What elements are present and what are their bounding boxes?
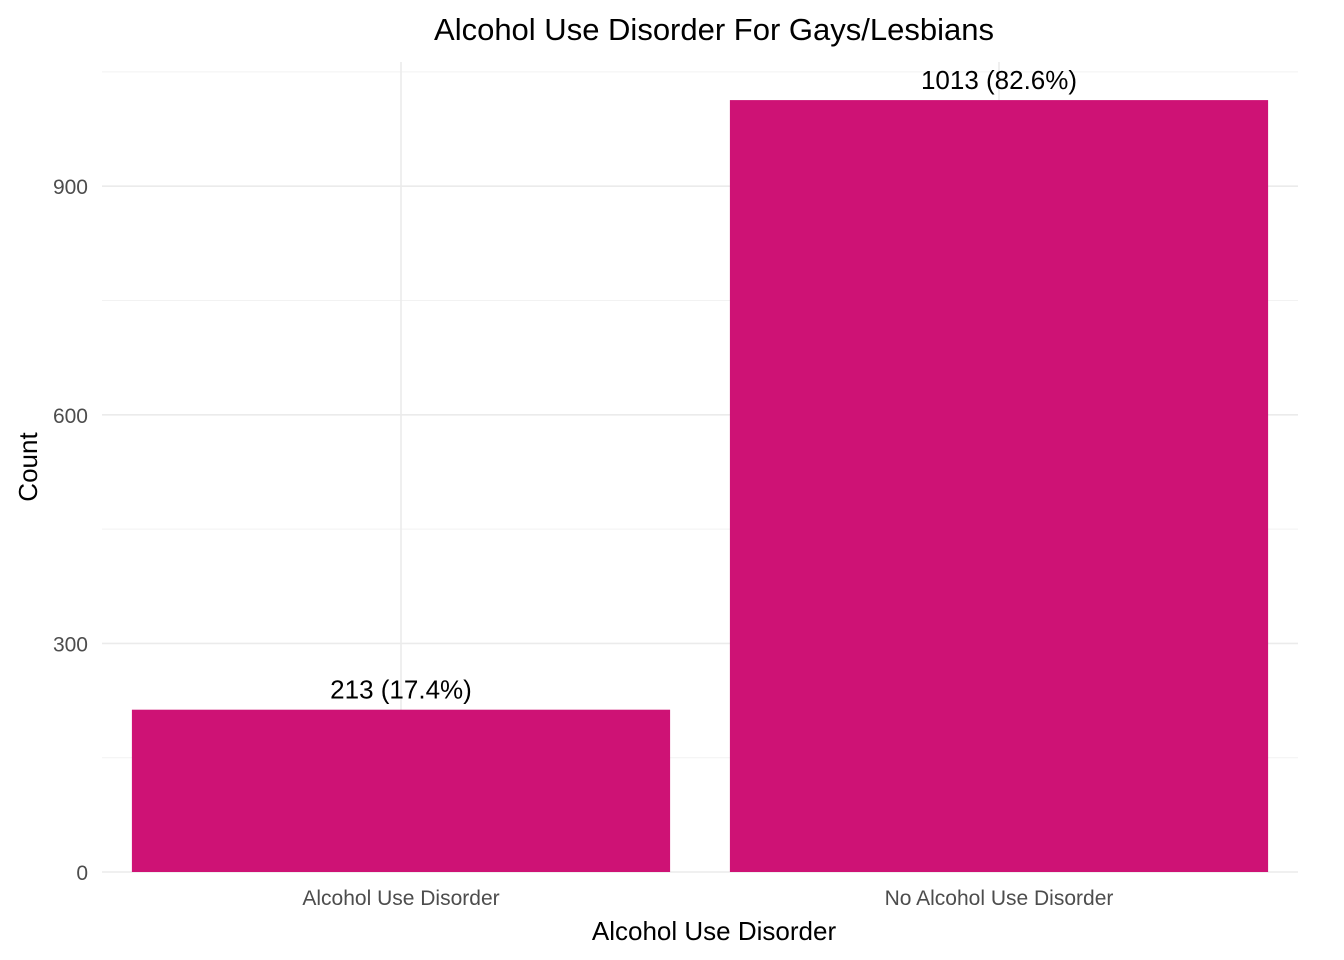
x-axis-title: Alcohol Use Disorder: [592, 916, 837, 946]
y-axis-ticks: 0 300 600 900: [53, 176, 88, 885]
bar-data-label: 213 (17.4%): [330, 675, 472, 705]
bar-data-label: 1013 (82.6%): [921, 65, 1077, 95]
bars: [131, 100, 1269, 872]
x-tick-label: No Alcohol Use Disorder: [885, 887, 1114, 910]
y-tick-label: 300: [53, 633, 88, 656]
bar: [131, 709, 671, 872]
y-axis-title: Count: [13, 432, 43, 502]
chart-title: Alcohol Use Disorder For Gays/Lesbians: [434, 12, 994, 47]
y-tick-label: 0: [76, 862, 88, 885]
data-labels: 213 (17.4%) 1013 (82.6%): [330, 65, 1077, 705]
y-tick-label: 600: [53, 405, 88, 428]
x-tick-label: Alcohol Use Disorder: [302, 887, 499, 910]
x-axis-ticks: Alcohol Use Disorder No Alcohol Use Disor…: [302, 887, 1113, 910]
y-tick-label: 900: [53, 176, 88, 199]
bar: [729, 100, 1269, 872]
